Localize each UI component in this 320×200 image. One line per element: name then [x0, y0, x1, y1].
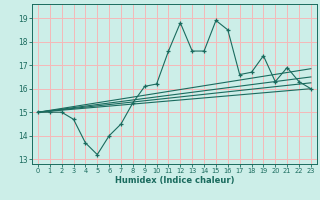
X-axis label: Humidex (Indice chaleur): Humidex (Indice chaleur)	[115, 176, 234, 185]
